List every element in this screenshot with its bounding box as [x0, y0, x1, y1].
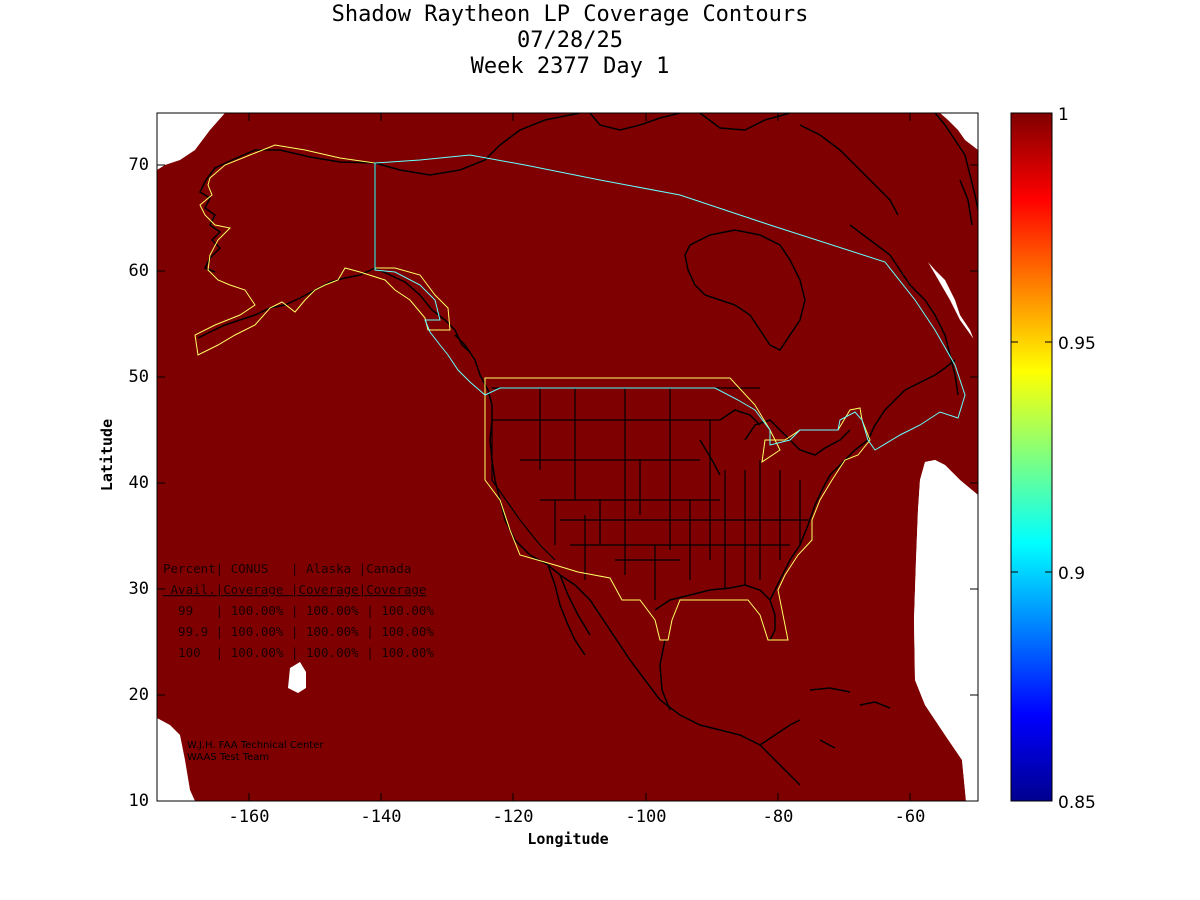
x-tick-label: -100 [626, 807, 667, 827]
x-tick-label: -160 [229, 807, 270, 827]
alaska-coverage-boundary [194, 144, 451, 356]
canada-coverage-boundary [374, 154, 966, 451]
y-axis [157, 164, 978, 802]
y-tick-label: 70 [129, 155, 149, 175]
plot-frame [156, 112, 979, 802]
x-tick-label: -60 [895, 807, 926, 827]
y-tick-label: 60 [129, 261, 149, 281]
credit-line-2: WAAS Test Team [187, 752, 269, 763]
colorbar-label: 0.9 [1058, 564, 1085, 584]
coverage-table-row: 100 | 100.00% | 100.00% | 100.00% [163, 645, 434, 660]
chart-date: 07/28/25 [517, 28, 623, 53]
map-plot-area: Percent| CONUS | Alaska |Canada Avail.|C… [157, 113, 978, 801]
y-tick-label: 10 [129, 791, 149, 811]
y-tick-label: 50 [129, 367, 149, 387]
coverage-region [157, 113, 978, 801]
no-coverage-southwest [157, 718, 195, 801]
no-coverage-northwest [157, 113, 225, 170]
coverage-table: Percent| CONUS | Alaska |Canada Avail.|C… [163, 561, 434, 660]
colorbar-label: 1 [1058, 105, 1069, 125]
x-tick-label: -80 [763, 807, 794, 827]
x-axis-label: Longitude [527, 830, 608, 848]
map-outlines [197, 113, 978, 786]
y-tick-label: 20 [129, 685, 149, 705]
colorbar-ticks [1011, 341, 1052, 573]
x-tick-label: -120 [493, 807, 534, 827]
y-tick-label: 30 [129, 579, 149, 599]
no-coverage-atlantic [940, 113, 978, 150]
colorbar [1010, 112, 1053, 802]
colorbar-label: 0.95 [1058, 334, 1096, 354]
x-tick-label: -140 [361, 807, 402, 827]
chart-week-day: Week 2377 Day 1 [470, 54, 670, 79]
coverage-table-header1: Percent| CONUS | Alaska |Canada [163, 561, 411, 576]
no-coverage-atlantic-east [914, 460, 978, 801]
credit-line-1: W.J.H. FAA Technical Center [187, 740, 324, 751]
y-axis-label: Latitude [98, 419, 116, 491]
no-coverage-hawaii [288, 662, 306, 693]
x-axis [248, 113, 911, 801]
y-tick-label: 40 [129, 473, 149, 493]
chart-title: Shadow Raytheon LP Coverage Contours [331, 2, 809, 27]
colorbar-label: 0.85 [1058, 793, 1096, 813]
coverage-table-row: 99.9 | 100.00% | 100.00% | 100.00% [163, 624, 434, 639]
conus-coverage-boundary [484, 377, 871, 641]
coverage-table-header2: Avail.|Coverage |Coverage|Coverage [163, 582, 426, 597]
coverage-table-row: 99 | 100.00% | 100.00% | 100.00% [163, 603, 434, 618]
